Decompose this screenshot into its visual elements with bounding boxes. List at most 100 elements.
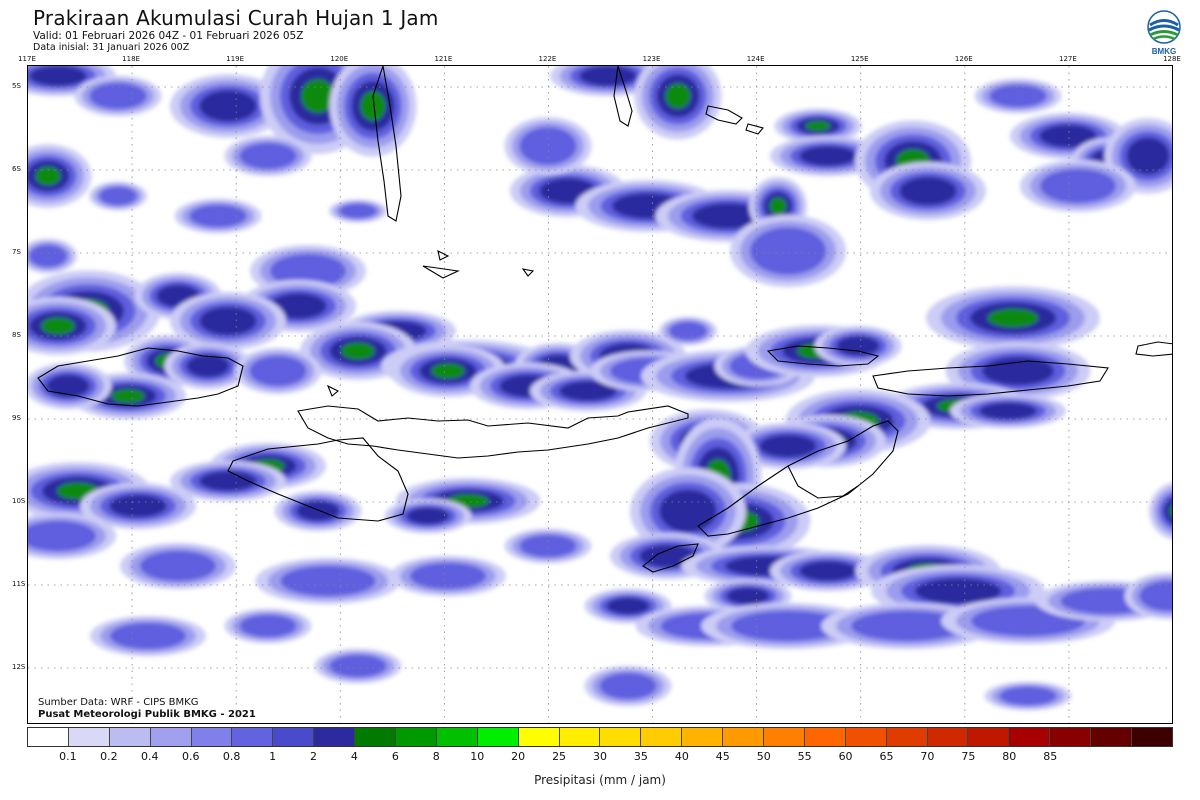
legend-tick-label: 25 xyxy=(552,750,567,763)
rain-cell xyxy=(410,562,486,590)
rain-cell xyxy=(899,176,957,206)
latitude-label: 10S xyxy=(12,497,26,505)
map-canvas xyxy=(28,66,1172,723)
legend-unit: Presipitasi (mm / jam) xyxy=(534,773,666,787)
rain-cell xyxy=(836,335,880,357)
rain-cell xyxy=(519,534,577,558)
longitude-label: 124E xyxy=(746,55,765,63)
legend-tick-label: 2 xyxy=(310,750,317,763)
rain-cell xyxy=(851,610,965,642)
source-credit: Sumber Data: WRF - CIPS BMKG xyxy=(38,697,199,708)
rote-island xyxy=(642,543,699,573)
rain-cell xyxy=(759,434,817,458)
rain-cell xyxy=(239,142,297,170)
legend-swatch xyxy=(28,728,69,746)
rain-cell xyxy=(750,227,826,275)
legend-tick-label: 75 xyxy=(961,750,976,763)
longitude-label: 125E xyxy=(850,55,869,63)
legend-tick-label: 0.4 xyxy=(141,750,159,763)
latitude-label: 6S xyxy=(12,165,21,173)
rain-cell xyxy=(599,672,657,700)
rain-cell xyxy=(799,560,857,582)
legend-tick-label: 50 xyxy=(756,750,771,763)
legend-swatch xyxy=(682,728,724,746)
longitude-label: 122E xyxy=(538,55,557,63)
rain-cell xyxy=(28,520,96,552)
rain-cell xyxy=(606,597,650,615)
rain-cell xyxy=(731,610,845,642)
legend-swatch xyxy=(68,728,110,746)
legend-swatch xyxy=(150,728,192,746)
rain-cell xyxy=(406,507,450,525)
legend-tick-label: 30 xyxy=(593,750,607,763)
rain-cell xyxy=(89,82,147,110)
longitude-label: 128E xyxy=(1163,55,1181,63)
legend-swatch xyxy=(600,728,642,746)
legend-swatch xyxy=(886,728,928,746)
sumba-island xyxy=(227,437,409,522)
rain-cell xyxy=(692,203,764,229)
color-legend xyxy=(27,727,1173,747)
rain-cell xyxy=(1139,580,1172,612)
legend-tick-label: 10 xyxy=(470,750,485,763)
rain-cell xyxy=(1039,124,1097,148)
precipitation-map xyxy=(27,65,1173,724)
page-title: Prakiraan Akumulasi Curah Hujan 1 Jam xyxy=(33,6,439,30)
legend-tick-label: 40 xyxy=(674,750,689,763)
rain-cell xyxy=(559,380,617,402)
center-credit: Pusat Meteorologi Publik BMKG - 2021 xyxy=(38,709,256,720)
legend-swatch xyxy=(273,728,315,746)
longitude-label: 123E xyxy=(642,55,661,63)
wetar-island xyxy=(872,360,1109,397)
rain-cell xyxy=(1126,137,1170,175)
rain-cell xyxy=(186,354,230,378)
longitude-label: 127E xyxy=(1059,55,1077,63)
rain-cell xyxy=(329,654,387,678)
logo-label: BMKG xyxy=(1152,47,1176,56)
rain-cell xyxy=(989,84,1047,108)
latitude-label: 7S xyxy=(12,248,21,256)
sumbawa-island xyxy=(37,347,244,407)
rain-cell xyxy=(199,90,257,122)
longitude-label: 120E xyxy=(330,55,349,63)
legend-swatch xyxy=(396,728,437,746)
legend-swatch xyxy=(1132,728,1172,746)
legend-tick-label: 45 xyxy=(715,750,730,763)
latitude-label: 11S xyxy=(12,580,26,588)
legend-ticks: 0.1 0.2 0.4 0.6 0.8 1 2 4 6 8 10 20 25 30 35 40 45 50 55 60… xyxy=(27,750,1173,764)
rain-cell xyxy=(140,550,216,582)
rain-cell xyxy=(35,166,61,186)
rain-cell xyxy=(1169,505,1172,517)
legend-swatch xyxy=(232,728,274,746)
legend-tick-label: 6 xyxy=(391,750,399,763)
rain-cell xyxy=(199,306,257,336)
legend-tick-label: 0.8 xyxy=(222,750,241,763)
rain-cell xyxy=(579,66,637,87)
latitude-label: 9S xyxy=(12,414,21,422)
rain-cell xyxy=(360,91,386,121)
rain-cell xyxy=(659,489,717,533)
rain-cell xyxy=(982,356,1054,386)
longitude-label: 117E xyxy=(18,55,36,63)
legend-tick-label: 1 xyxy=(269,750,277,763)
sulawesi-tip xyxy=(372,66,402,222)
rain-cell xyxy=(1040,168,1116,204)
rain-cell xyxy=(914,578,1002,604)
legend-swatch xyxy=(314,728,356,746)
legend-swatch xyxy=(764,728,805,746)
legend-swatch xyxy=(109,728,151,746)
timor-island xyxy=(697,420,899,537)
rain-cell xyxy=(341,342,375,360)
rain-cell xyxy=(29,244,67,268)
legend-swatch xyxy=(927,728,969,746)
legend-swatch xyxy=(436,728,478,746)
rain-cell xyxy=(111,389,145,403)
small-islands xyxy=(326,249,535,397)
legend-swatch xyxy=(1009,728,1051,746)
legend-swatch xyxy=(191,728,233,746)
rain-cell xyxy=(799,145,857,167)
coastlines xyxy=(37,66,1172,573)
legend-tick-label: 85 xyxy=(1043,750,1058,763)
legend-tick-label: 0.2 xyxy=(100,750,118,763)
legend-tick-label: 0.1 xyxy=(59,750,77,763)
